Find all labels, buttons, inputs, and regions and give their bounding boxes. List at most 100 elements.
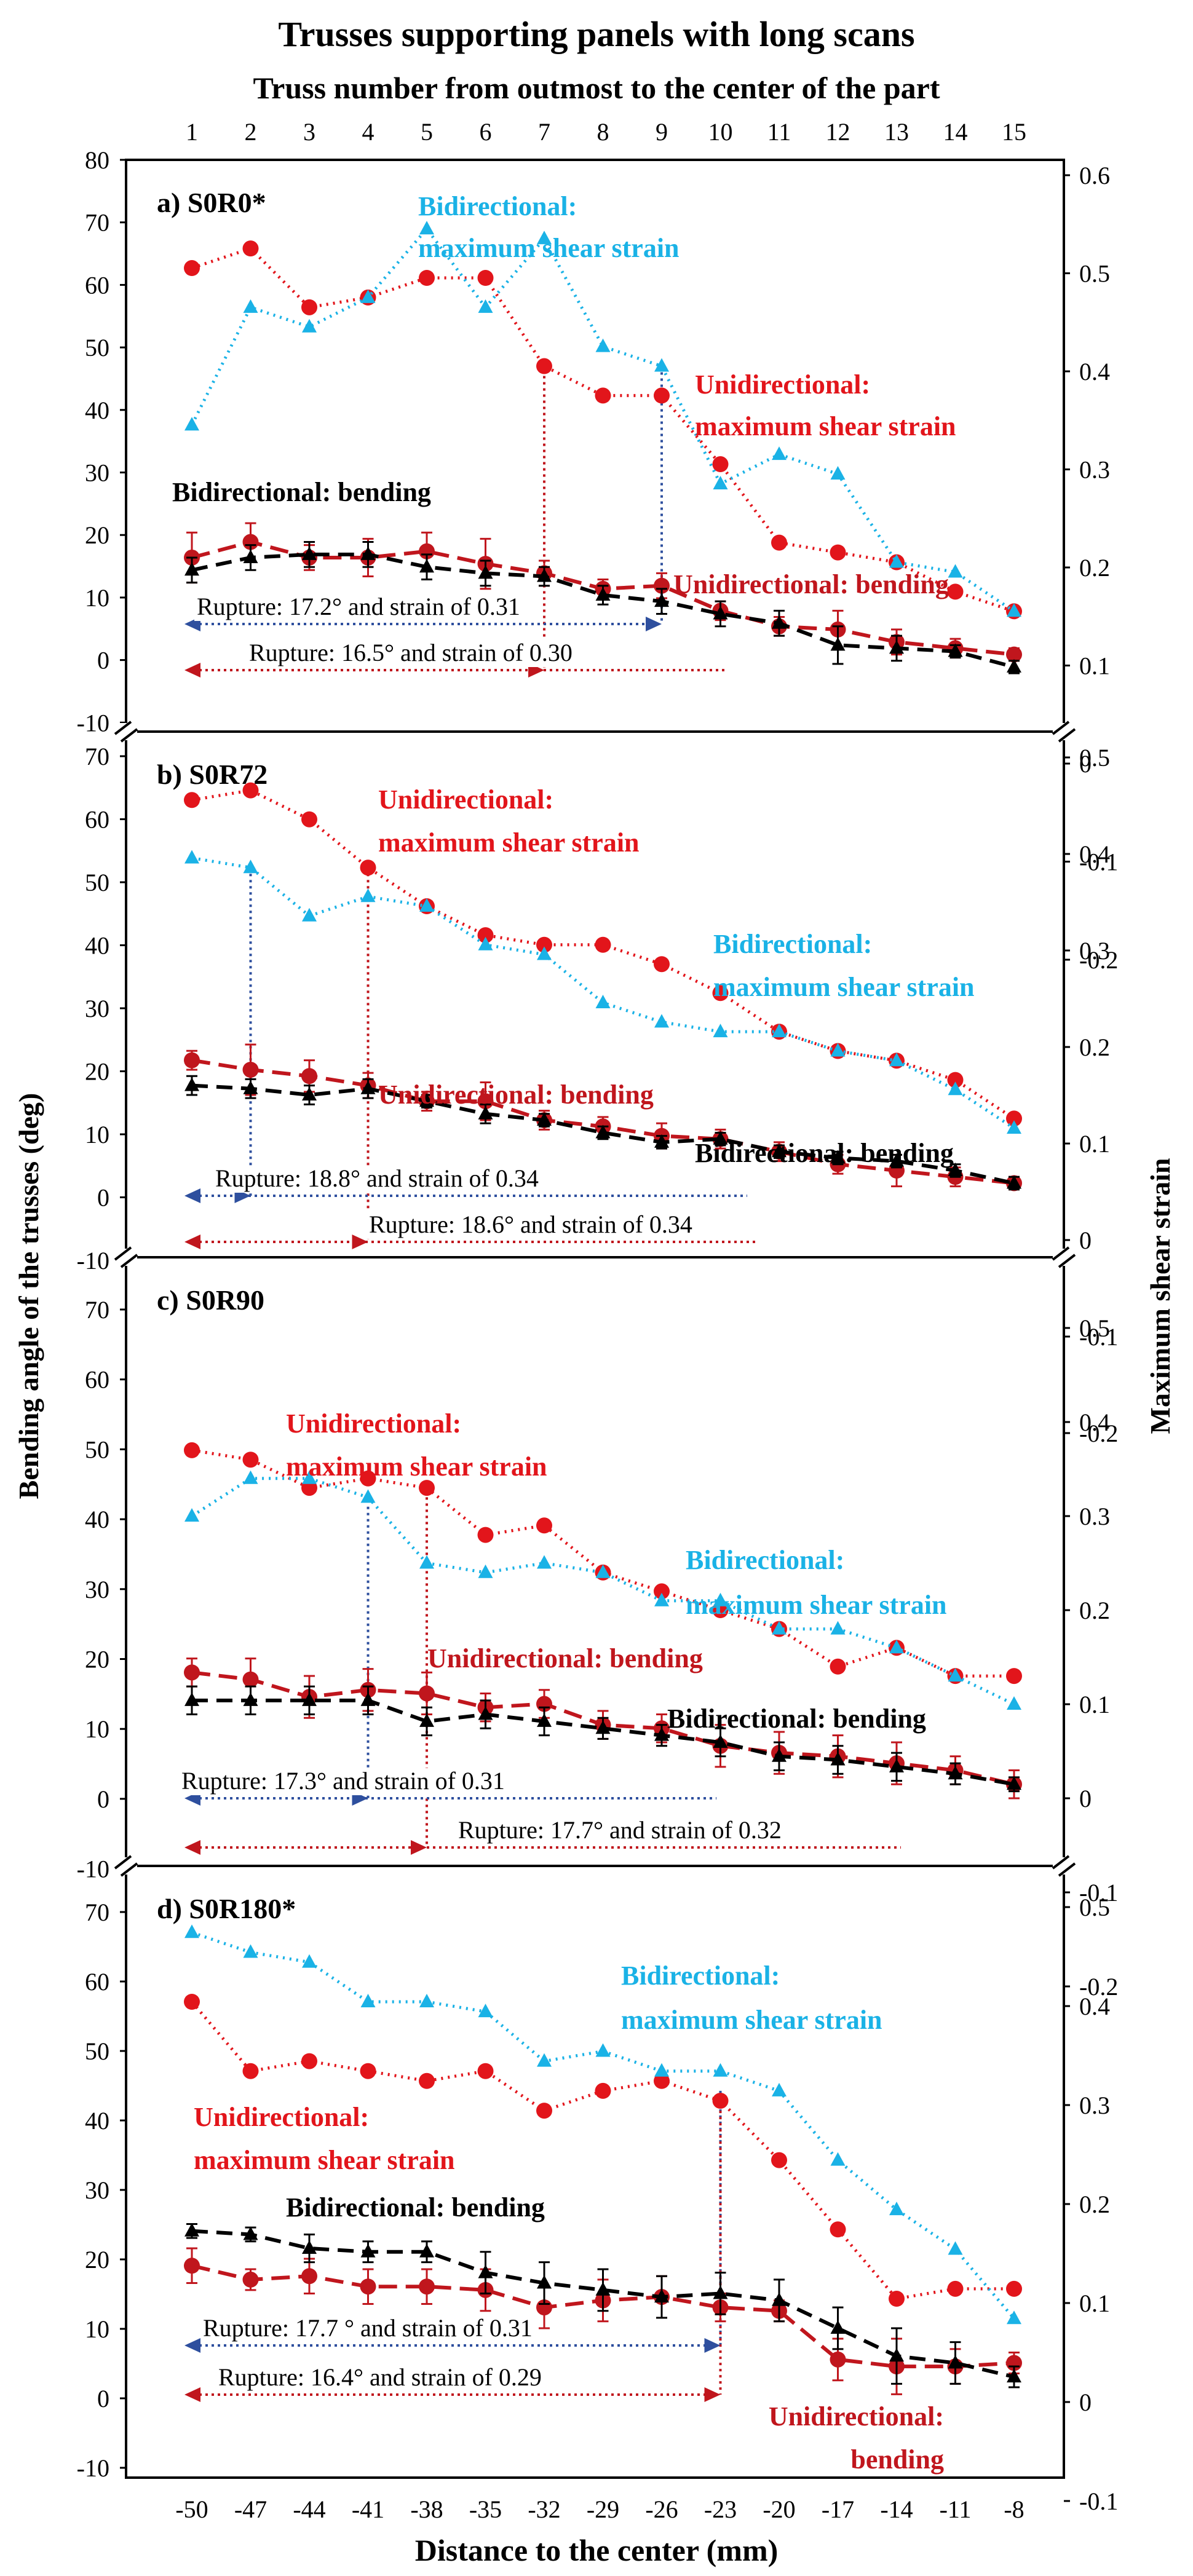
data-point — [948, 1163, 963, 1176]
right-tick-label: 0.5 — [1079, 260, 1110, 288]
series-annotation: Unidirectional: bending — [378, 1080, 654, 1110]
truss-number-tick: 6 — [480, 118, 492, 146]
data-point — [419, 2278, 435, 2295]
rupture-arrow-head-left — [184, 663, 200, 678]
data-point — [830, 1752, 846, 1766]
data-point — [1006, 2280, 1022, 2297]
series-annotation: Unidirectional: — [695, 369, 870, 400]
data-point — [242, 240, 259, 257]
x-tick-label: -11 — [940, 2495, 972, 2523]
data-point — [948, 1081, 963, 1096]
data-point — [242, 782, 259, 799]
data-point — [947, 583, 964, 600]
data-point — [595, 2082, 611, 2099]
series-annotation: Bidirectional: — [418, 191, 577, 221]
left-tick-label: 70 — [85, 1296, 109, 1324]
data-point — [1007, 1776, 1021, 1790]
left-tick-label: 30 — [85, 459, 109, 487]
axis-break-mark — [114, 1246, 132, 1261]
series-annotation: maximum shear strain — [194, 2145, 455, 2175]
right-tick-label: 0.2 — [1079, 2191, 1110, 2218]
data-point — [360, 546, 376, 560]
data-point — [654, 956, 670, 973]
data-point — [654, 2063, 669, 2077]
series-annotation: Unidirectional: bending — [673, 569, 949, 599]
data-point — [1007, 2310, 1021, 2325]
left-tick-label: 50 — [85, 1436, 109, 1463]
data-point — [419, 2243, 434, 2258]
left-tick-label: 70 — [85, 743, 109, 770]
data-point — [360, 859, 376, 876]
rupture-label: Rupture: 17.7° and strain of 0.32 — [458, 1816, 782, 1844]
data-point — [184, 417, 199, 431]
data-point — [772, 2082, 787, 2096]
data-point — [301, 811, 317, 828]
series-annotation: maximum shear strain — [686, 1590, 947, 1620]
series-annotation: maximum shear strain — [695, 411, 956, 441]
truss-number-tick: 8 — [597, 118, 609, 146]
data-point — [478, 2004, 493, 2018]
data-point — [830, 544, 846, 561]
data-point — [360, 289, 376, 303]
data-point — [301, 1068, 317, 1085]
truss-number-tick: 14 — [943, 118, 968, 146]
data-point — [536, 1517, 552, 1534]
data-point — [713, 1131, 728, 1145]
data-point — [948, 2355, 963, 2369]
axis-break-mark — [114, 1855, 132, 1870]
data-point — [595, 1720, 611, 1734]
data-point — [242, 1062, 259, 1078]
series-line — [191, 552, 1015, 669]
data-point — [301, 2268, 317, 2285]
truss-number-tick: 7 — [538, 118, 550, 146]
data-point — [301, 2053, 317, 2069]
x-tick-label: -20 — [763, 2495, 795, 2523]
data-point — [477, 2063, 494, 2079]
data-point — [1007, 2369, 1021, 2383]
data-point — [184, 792, 200, 808]
right-tick-label: 0.1 — [1079, 1130, 1110, 1158]
data-point — [712, 985, 729, 1002]
data-point — [654, 593, 669, 607]
rupture-label: Rupture: 17.7 ° and strain of 0.31 — [203, 2314, 533, 2342]
data-point — [419, 2072, 435, 2089]
data-point — [1007, 603, 1021, 617]
rupture-label: Rupture: 17.3° and strain of 0.31 — [181, 1767, 505, 1795]
data-point — [184, 1994, 200, 2010]
data-point — [1007, 658, 1021, 673]
data-point — [654, 2072, 670, 2089]
data-point — [360, 888, 376, 903]
left-tick-label: 60 — [85, 806, 109, 834]
axis-break-mark — [1052, 1246, 1070, 1261]
left-tick-label: -10 — [77, 2454, 109, 2482]
data-point — [654, 1583, 670, 1600]
data-point — [302, 1087, 317, 1100]
right-tick-label: 0 — [1079, 2388, 1092, 2416]
data-point — [772, 2292, 787, 2306]
data-point — [1006, 646, 1022, 663]
rupture-arrow-head-right — [704, 2387, 721, 2402]
series-line — [192, 1698, 1015, 1787]
left-tick-label: -10 — [77, 1247, 109, 1274]
left-tick-label: 40 — [85, 397, 109, 424]
rupture-label: Rupture: 16.4° and strain of 0.29 — [218, 2363, 542, 2391]
data-point — [184, 850, 199, 864]
data-point — [419, 1713, 434, 1727]
left-tick-label: 30 — [85, 2176, 109, 2204]
data-point — [948, 1668, 963, 1682]
rupture-label: Rupture: 18.8° and strain of 0.34 — [215, 1164, 539, 1192]
right-tick-label: 0.4 — [1079, 1409, 1110, 1436]
left-tick-label: 0 — [97, 647, 109, 674]
series-annotation: Unidirectional: — [194, 2102, 369, 2132]
left-tick-label: 70 — [85, 1898, 109, 1926]
data-point — [889, 1640, 904, 1654]
rupture-arrow-head-left — [184, 1188, 200, 1203]
right-tick-label: 0.2 — [1079, 554, 1110, 582]
series-annotation: Bidirectional: bending — [172, 477, 431, 507]
data-point — [360, 1489, 376, 1503]
data-point — [537, 2275, 552, 2289]
data-point — [947, 2280, 964, 2297]
right-tick-label: 0.4 — [1079, 840, 1110, 868]
